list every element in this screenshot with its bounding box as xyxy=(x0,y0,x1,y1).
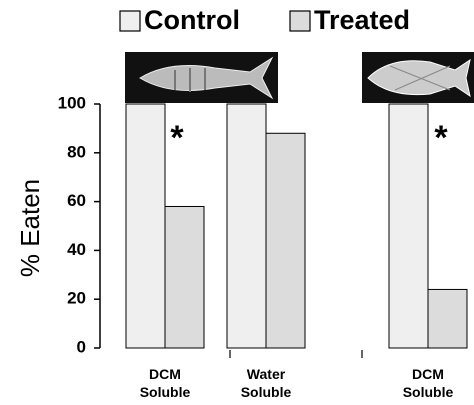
bar xyxy=(165,206,204,348)
legend-swatch xyxy=(290,11,310,31)
fish-image xyxy=(362,52,474,103)
legend-label: Treated xyxy=(314,5,410,35)
fish-image xyxy=(125,52,278,103)
legend-label: Control xyxy=(144,5,240,35)
y-tick-label: 0 xyxy=(77,337,86,356)
y-tick-label: 100 xyxy=(58,93,86,112)
x-tick-label: DCM Soluble xyxy=(130,365,200,401)
bar xyxy=(389,104,428,348)
x-tick-label: DCM Soluble xyxy=(393,365,463,401)
x-tick-label: Water Soluble xyxy=(231,365,301,401)
y-tick-label: 80 xyxy=(67,142,86,161)
y-tick-label: 20 xyxy=(67,289,86,308)
significance-mark: * xyxy=(170,119,184,157)
bar xyxy=(227,104,266,348)
y-tick-label: 40 xyxy=(67,240,86,259)
bar xyxy=(428,289,467,348)
page: % Eaten Control Treated 0 20 40 60 80 100 * * DCM… xyxy=(0,0,474,405)
chart: % Eaten Control Treated 0 20 40 60 80 100 * * xyxy=(0,0,474,405)
bar xyxy=(266,133,305,348)
legend-swatch xyxy=(120,11,140,31)
bar xyxy=(126,104,165,348)
significance-mark: * xyxy=(434,119,448,157)
y-tick-label: 60 xyxy=(67,191,86,210)
y-axis-label: % Eaten xyxy=(15,179,45,277)
